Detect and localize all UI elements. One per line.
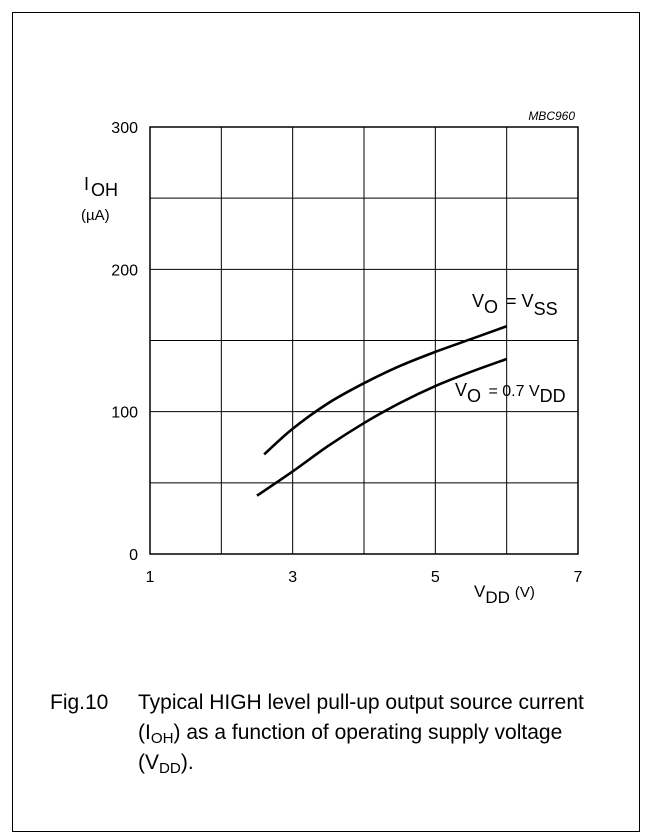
x-axis-label-sub: DD xyxy=(485,588,510,607)
series-label-vdd-v: V xyxy=(455,380,467,400)
y-tick-label: 100 xyxy=(111,405,138,422)
series-line-vo-vss xyxy=(263,325,508,456)
caption-post: ). xyxy=(180,751,194,774)
y-axis-label: I OH xyxy=(84,174,118,200)
series-lines xyxy=(256,325,508,497)
caption-number: Fig.10 xyxy=(50,691,109,714)
figure-code: MBC960 xyxy=(528,109,575,123)
y-tick-label: 0 xyxy=(129,547,138,564)
y-tick-label: 200 xyxy=(111,262,138,279)
series-label-vdd-sub1: O xyxy=(467,386,481,406)
series-label-vss-sub1: O xyxy=(484,297,498,317)
caption-pre: Typical HIGH level pull-up output source… xyxy=(138,691,584,744)
x-tick-label: 5 xyxy=(431,569,440,586)
series-label-vdd: VO = 0.7 VDD xyxy=(455,380,566,406)
caption-text: Typical HIGH level pull-up output source… xyxy=(138,688,608,778)
y-axis-label-sub: OH xyxy=(91,180,118,200)
series-label-vss-sub2: SS xyxy=(534,299,558,319)
x-tick-label: 1 xyxy=(146,569,155,586)
series-label-vss-v: V xyxy=(472,291,484,311)
caption-mid: ) as a function of operating supply volt… xyxy=(138,721,563,774)
series-label-vss-mid: = V xyxy=(501,291,534,311)
caption-sub-oh: OH xyxy=(150,729,174,747)
y-tick-label: 300 xyxy=(111,120,138,137)
plot-area xyxy=(149,126,579,555)
series-label-vdd-mid: = 0.7 V xyxy=(484,383,540,400)
series-label-vss: VO = VSS xyxy=(472,291,558,319)
x-axis-label-unit: (V) xyxy=(515,584,535,601)
x-tick-label: 7 xyxy=(574,569,583,586)
y-axis-label-main: I xyxy=(84,174,89,194)
series-line-vo-07vdd xyxy=(256,357,508,497)
x-axis-label-main: V xyxy=(474,582,486,601)
axis-ticks: 1 3 5 7 0 100 200 300 xyxy=(111,120,582,586)
series-label-vdd-sub2: DD xyxy=(540,386,566,406)
y-axis-unit: (µA) xyxy=(81,207,110,224)
grid-lines xyxy=(150,127,578,554)
caption-sub-dd: DD xyxy=(159,759,181,777)
x-tick-label: 3 xyxy=(288,569,297,586)
x-axis-label: VDD (V) xyxy=(474,582,535,607)
